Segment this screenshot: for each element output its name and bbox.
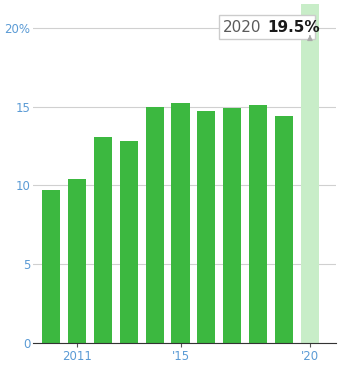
- Bar: [223, 108, 241, 343]
- Text: 19.5%: 19.5%: [267, 19, 320, 34]
- Bar: [171, 103, 190, 343]
- Bar: [94, 137, 112, 343]
- Bar: [197, 111, 216, 343]
- FancyBboxPatch shape: [219, 15, 315, 39]
- Bar: [120, 141, 138, 343]
- Text: 2020: 2020: [223, 19, 262, 34]
- Bar: [146, 106, 164, 343]
- Bar: [68, 179, 86, 343]
- Bar: [42, 190, 60, 343]
- Bar: [301, 4, 319, 343]
- Bar: [249, 105, 267, 343]
- Bar: [275, 116, 293, 343]
